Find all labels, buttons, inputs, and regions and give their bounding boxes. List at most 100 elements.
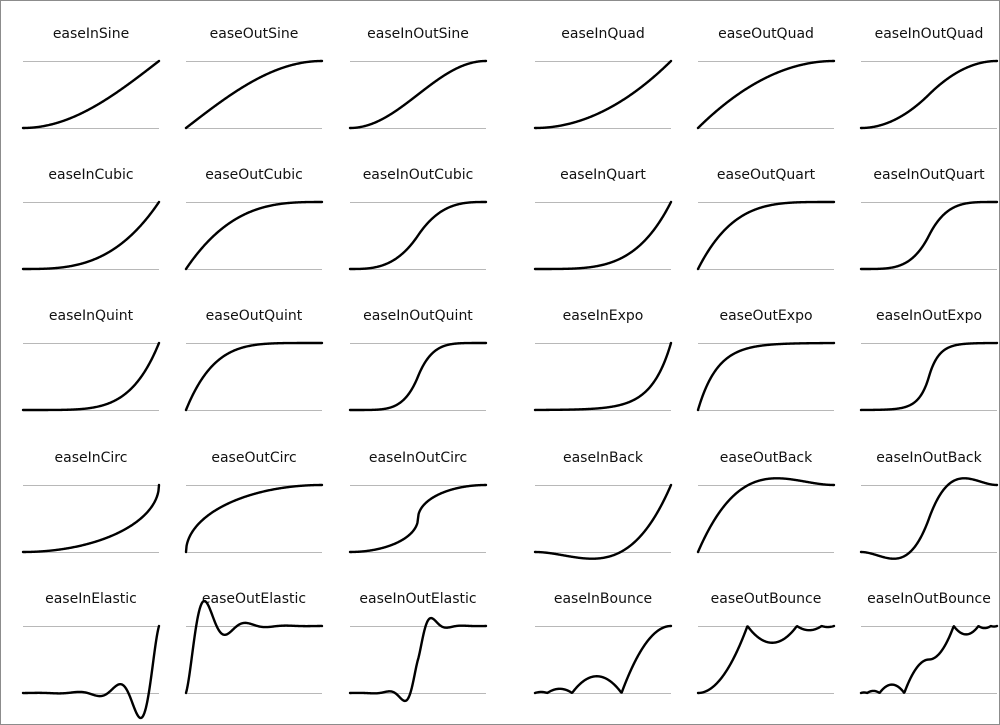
chart-title: easeOutQuint	[206, 308, 303, 324]
chart-cell-ease-out-quart: easeOutQuart	[696, 142, 838, 283]
chart-cell-ease-out-elastic: easeOutElastic	[184, 566, 326, 707]
chart-cell-ease-in-sine: easeInSine	[21, 1, 163, 142]
chart-ease-in-cubic: easeInCubic	[21, 167, 161, 271]
chart-ease-in-sine: easeInSine	[21, 26, 161, 130]
chart-cell-ease-out-quint: easeOutQuint	[184, 283, 326, 424]
chart-cell-ease-in-out-circ: easeInOutCirc	[348, 425, 490, 566]
chart-cell-ease-in-quad: easeInQuad	[533, 1, 675, 142]
chart-ease-in-quart: easeInQuart	[533, 167, 673, 271]
chart-title: easeInOutBounce	[867, 591, 991, 607]
curve-ease-in-sine	[21, 59, 161, 130]
chart-title: easeInOutElastic	[359, 591, 476, 607]
chart-title: easeInSine	[53, 26, 129, 42]
chart-title: easeInElastic	[45, 591, 137, 607]
curve-ease-in-out-quad	[859, 59, 999, 130]
curve-ease-out-sine	[184, 59, 324, 130]
curve-ease-out-quad	[696, 59, 836, 130]
chart-cell-ease-in-out-quad: easeInOutQuad	[859, 1, 999, 142]
curve-ease-in-quint	[21, 341, 161, 412]
chart-ease-out-quart: easeOutQuart	[696, 167, 836, 271]
chart-ease-in-out-sine: easeInOutSine	[348, 26, 488, 130]
curve-ease-in-out-bounce	[859, 624, 999, 695]
chart-title: easeOutCubic	[205, 167, 303, 183]
curve-ease-in-out-elastic	[348, 616, 488, 703]
chart-title: easeInQuad	[561, 26, 644, 42]
chart-cell-ease-in-out-elastic: easeInOutElastic	[348, 566, 490, 707]
curve-ease-in-out-expo	[859, 341, 999, 412]
curve-ease-in-circ	[21, 483, 161, 554]
chart-title: easeInOutSine	[367, 26, 469, 42]
chart-title: easeOutQuad	[718, 26, 814, 42]
chart-ease-in-out-back: easeInOutBack	[859, 450, 999, 560]
curve-ease-in-out-back	[859, 477, 999, 560]
chart-ease-out-quad: easeOutQuad	[696, 26, 836, 130]
chart-title: easeInQuart	[560, 167, 646, 183]
chart-title: easeOutBounce	[711, 591, 822, 607]
chart-ease-in-out-quint: easeInOutQuint	[348, 308, 488, 412]
chart-cell-ease-in-out-bounce: easeInOutBounce	[859, 566, 999, 707]
chart-ease-out-back: easeOutBack	[696, 450, 836, 554]
chart-title: easeInCubic	[48, 167, 133, 183]
curve-ease-out-expo	[696, 341, 836, 412]
chart-title: easeInCirc	[55, 450, 128, 466]
chart-cell-ease-out-quad: easeOutQuad	[696, 1, 838, 142]
chart-title: easeInOutExpo	[876, 308, 982, 324]
curve-ease-out-quart	[696, 200, 836, 271]
curve-ease-in-back	[533, 483, 673, 560]
curve-ease-in-quart	[533, 200, 673, 271]
chart-ease-out-quint: easeOutQuint	[184, 308, 324, 412]
chart-title: easeInOutQuad	[875, 26, 984, 42]
chart-cell-ease-in-out-expo: easeInOutExpo	[859, 283, 999, 424]
chart-ease-out-sine: easeOutSine	[184, 26, 324, 130]
chart-ease-in-out-cubic: easeInOutCubic	[348, 167, 488, 271]
chart-ease-in-out-expo: easeInOutExpo	[859, 308, 999, 412]
curve-ease-out-back	[696, 477, 836, 554]
chart-cell-ease-out-cubic: easeOutCubic	[184, 142, 326, 283]
chart-cell-ease-in-circ: easeInCirc	[21, 425, 163, 566]
chart-cell-ease-in-out-sine: easeInOutSine	[348, 1, 490, 142]
chart-ease-in-out-quart: easeInOutQuart	[859, 167, 999, 271]
curve-ease-out-elastic	[184, 599, 324, 695]
chart-ease-in-back: easeInBack	[533, 450, 673, 560]
chart-ease-in-quad: easeInQuad	[533, 26, 673, 130]
chart-title: easeInOutCirc	[369, 450, 467, 466]
curve-ease-in-quad	[533, 59, 673, 130]
curve-ease-out-quint	[184, 341, 324, 412]
curve-ease-in-cubic	[21, 200, 161, 271]
chart-ease-in-expo: easeInExpo	[533, 308, 673, 412]
chart-cell-ease-in-out-quart: easeInOutQuart	[859, 142, 999, 283]
chart-ease-in-out-quad: easeInOutQuad	[859, 26, 999, 130]
curve-ease-in-out-quart	[859, 200, 999, 271]
chart-title: easeInQuint	[49, 308, 134, 324]
chart-ease-in-out-bounce: easeInOutBounce	[859, 591, 999, 695]
chart-ease-out-circ: easeOutCirc	[184, 450, 324, 554]
chart-title: easeOutQuart	[717, 167, 816, 183]
chart-ease-out-elastic: easeOutElastic	[184, 591, 324, 695]
chart-title: easeInBack	[563, 450, 644, 466]
chart-title: easeOutExpo	[719, 308, 812, 324]
chart-title: easeOutSine	[210, 26, 299, 42]
chart-cell-ease-in-elastic: easeInElastic	[21, 566, 163, 720]
chart-ease-in-out-elastic: easeInOutElastic	[348, 591, 488, 703]
chart-cell-ease-in-out-cubic: easeInOutCubic	[348, 142, 490, 283]
chart-cell-ease-in-out-back: easeInOutBack	[859, 425, 999, 566]
chart-ease-in-out-circ: easeInOutCirc	[348, 450, 488, 554]
chart-cell-ease-out-sine: easeOutSine	[184, 1, 326, 142]
chart-title: easeOutCirc	[211, 450, 296, 466]
curve-ease-in-out-cubic	[348, 200, 488, 271]
chart-title: easeInExpo	[563, 308, 644, 324]
chart-ease-out-bounce: easeOutBounce	[696, 591, 836, 695]
chart-ease-in-elastic: easeInElastic	[21, 591, 161, 720]
chart-ease-out-cubic: easeOutCubic	[184, 167, 324, 271]
chart-cell-ease-out-bounce: easeOutBounce	[696, 566, 838, 707]
chart-cell-ease-in-out-quint: easeInOutQuint	[348, 283, 490, 424]
chart-title: easeInOutQuart	[873, 167, 985, 183]
chart-ease-out-expo: easeOutExpo	[696, 308, 836, 412]
chart-title: easeInBounce	[554, 591, 652, 607]
chart-ease-in-quint: easeInQuint	[21, 308, 161, 412]
chart-title: easeOutBack	[720, 450, 813, 466]
chart-cell-ease-in-expo: easeInExpo	[533, 283, 675, 424]
chart-cell-ease-in-quart: easeInQuart	[533, 142, 675, 283]
chart-cell-ease-in-bounce: easeInBounce	[533, 566, 675, 707]
